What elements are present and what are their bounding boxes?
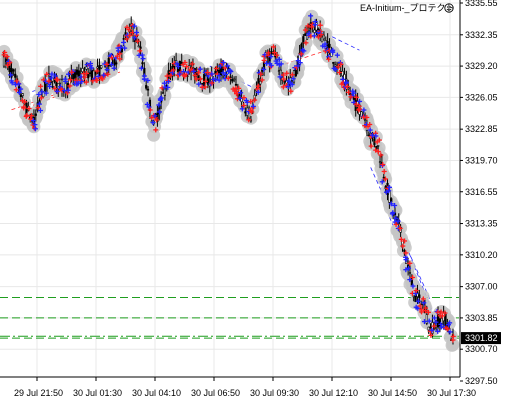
- indicator-label: EA-Initium-_プロテクト: [360, 3, 455, 13]
- trade-markers: [1, 13, 456, 343]
- horizontal-levels: [0, 297, 459, 339]
- trade-halo: [446, 338, 460, 352]
- price-axis: 3335.55 3332.35 3329.20 3326.05 3322.85 3319.…: [460, 0, 498, 386]
- candle-body: [403, 249, 406, 252]
- price-tick-label: 3332.35: [465, 30, 498, 40]
- candle-body: [425, 314, 428, 324]
- time-tick-label: 30 Jul 06:50: [191, 388, 240, 398]
- price-tick-label: 3322.85: [465, 124, 498, 134]
- candle-body: [72, 73, 75, 80]
- candle-body: [100, 65, 103, 69]
- candle-body: [427, 326, 430, 331]
- price-tick-label: 3335.55: [465, 0, 498, 8]
- price-tick-label: 3316.55: [465, 187, 498, 197]
- time-axis: 29 Jul 21:50 30 Jul 01:30 30 Jul 04:10 30 J…: [14, 377, 476, 398]
- time-tick-label: 30 Jul 09:30: [250, 388, 299, 398]
- smiley-face-icon: [444, 3, 454, 13]
- candle-body: [12, 69, 15, 72]
- candle-body: [328, 43, 331, 48]
- price-tick-label: 3303.85: [465, 313, 498, 323]
- candle-body: [96, 66, 99, 69]
- candle-body: [382, 176, 385, 179]
- time-tick-label: 30 Jul 12:10: [309, 388, 358, 398]
- candle-body: [233, 78, 236, 81]
- time-tick-label: 29 Jul 21:50: [14, 388, 63, 398]
- candle-body: [141, 62, 144, 65]
- candle-body: [115, 62, 118, 65]
- candle-body: [322, 34, 326, 40]
- candle-body: [180, 61, 183, 64]
- price-tick-label: 3329.20: [465, 61, 498, 71]
- price-tick-label: 3300.70: [465, 344, 498, 354]
- candle-body: [229, 76, 232, 79]
- candle-body: [73, 70, 77, 79]
- candle-body: [412, 295, 415, 298]
- candle-body: [137, 45, 140, 48]
- price-tick-label: 3326.05: [465, 92, 498, 102]
- candle-body: [77, 70, 80, 77]
- time-tick-label: 30 Jul 14:50: [368, 388, 417, 398]
- candle-body: [341, 70, 344, 77]
- candle-body: [21, 93, 24, 96]
- candle-body: [19, 94, 22, 98]
- price-tick-label: 3313.35: [465, 219, 498, 229]
- candle-body: [259, 80, 262, 85]
- candle-body: [139, 46, 142, 49]
- time-tick-label: 30 Jul 04:10: [132, 388, 181, 398]
- candle-body: [302, 36, 305, 44]
- candle-body: [408, 272, 412, 274]
- time-tick-label: 30 Jul 17:30: [427, 388, 476, 398]
- candle-body: [377, 145, 380, 147]
- candle-body: [418, 294, 421, 299]
- candle-body: [304, 33, 307, 36]
- candle-body: [360, 111, 363, 117]
- candle-body: [201, 82, 204, 85]
- candle-body: [146, 88, 150, 91]
- candle-body: [429, 326, 432, 329]
- current-price-value: 3301.82: [465, 333, 498, 343]
- candle-body: [378, 161, 382, 163]
- candle-body: [75, 69, 79, 75]
- candle-body: [332, 62, 335, 64]
- price-tick-label: 3307.00: [465, 282, 498, 292]
- candle-body: [145, 85, 148, 89]
- candle-body: [334, 64, 337, 67]
- price-tick-label: 3310.20: [465, 250, 498, 260]
- candle-body: [87, 73, 90, 79]
- price-tick-label: 3297.50: [465, 376, 498, 386]
- candle-body: [161, 92, 165, 94]
- candle-body: [363, 119, 367, 121]
- candle-body: [313, 29, 316, 33]
- indicator-header: EA-Initium-_プロテクト: [360, 3, 455, 13]
- price-tick-label: 3319.70: [465, 155, 498, 165]
- time-tick-label: 30 Jul 01:30: [73, 388, 122, 398]
- current-price-tag: 3301.82: [461, 332, 501, 345]
- candle-body: [4, 58, 7, 62]
- candle-body: [85, 66, 88, 70]
- candle-body: [294, 69, 297, 77]
- candle-body: [107, 57, 110, 67]
- candle-body: [203, 74, 206, 87]
- candle-body: [444, 313, 447, 326]
- candle-body: [231, 78, 234, 82]
- current-price-box: [461, 332, 501, 345]
- candle-body: [88, 72, 92, 74]
- candle-body: [277, 70, 281, 72]
- candle-body: [34, 113, 37, 116]
- candle-body: [244, 111, 247, 114]
- candle-body: [234, 84, 238, 86]
- candle-body: [81, 68, 84, 72]
- candle-body: [14, 73, 17, 78]
- candle-body: [320, 36, 324, 43]
